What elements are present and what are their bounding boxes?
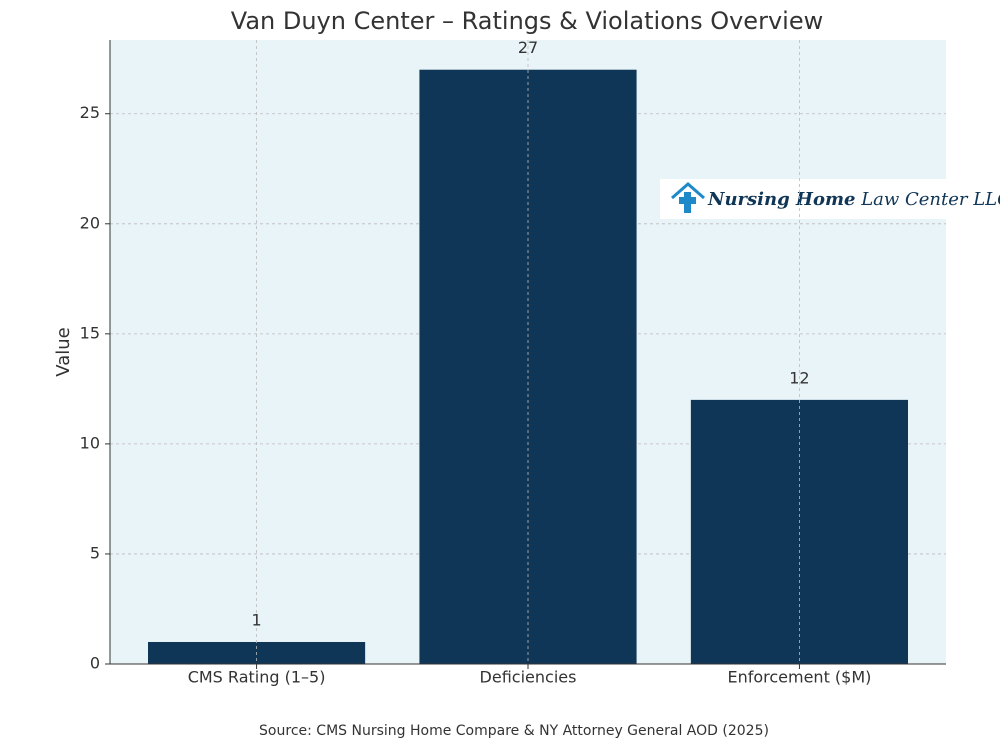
logo-roof	[671, 182, 705, 200]
chart-title: Van Duyn Center – Ratings & Violations O…	[231, 7, 823, 35]
y-tick-label: 25	[80, 103, 100, 122]
value-label: 1	[251, 610, 261, 629]
logo-text: Nursing Home Law Center LLC	[707, 189, 1000, 210]
logo-cross	[679, 192, 696, 213]
source-note: Source: CMS Nursing Home Compare & NY At…	[259, 723, 769, 739]
y-tick-label: 10	[80, 433, 100, 452]
logo-background	[660, 179, 946, 219]
value-label: 12	[789, 368, 809, 387]
y-tick-label: 15	[80, 323, 100, 342]
x-tick-label: Deficiencies	[480, 668, 577, 687]
logo: Nursing Home Law Center LLC	[660, 179, 1000, 219]
y-axis-label: Value	[53, 327, 74, 376]
y-tick-label: 5	[90, 543, 100, 562]
value-label: 27	[518, 38, 538, 57]
y-tick-label: 0	[90, 654, 100, 673]
x-tick-label: CMS Rating (1–5)	[188, 668, 326, 687]
y-tick-label: 20	[80, 213, 100, 232]
logo-rest: Law Center LLC	[860, 189, 1000, 210]
logo-bold: Nursing Home	[707, 189, 855, 210]
x-tick-label: Enforcement ($M)	[727, 668, 871, 687]
